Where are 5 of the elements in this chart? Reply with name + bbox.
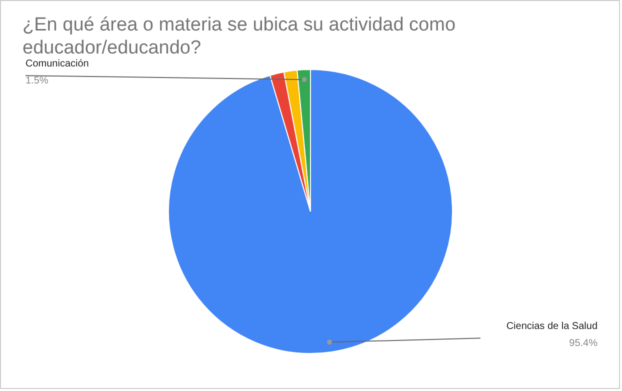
slice-label: Comunicación [26, 58, 89, 70]
data-label: 95.4% [569, 338, 598, 350]
chart-title: ¿En qué área o materia se ubica su actividad como educador/educando? [22, 14, 456, 59]
slice-label: Ciencias de la Salud [506, 321, 598, 332]
data-label: 1.5% [26, 76, 48, 87]
